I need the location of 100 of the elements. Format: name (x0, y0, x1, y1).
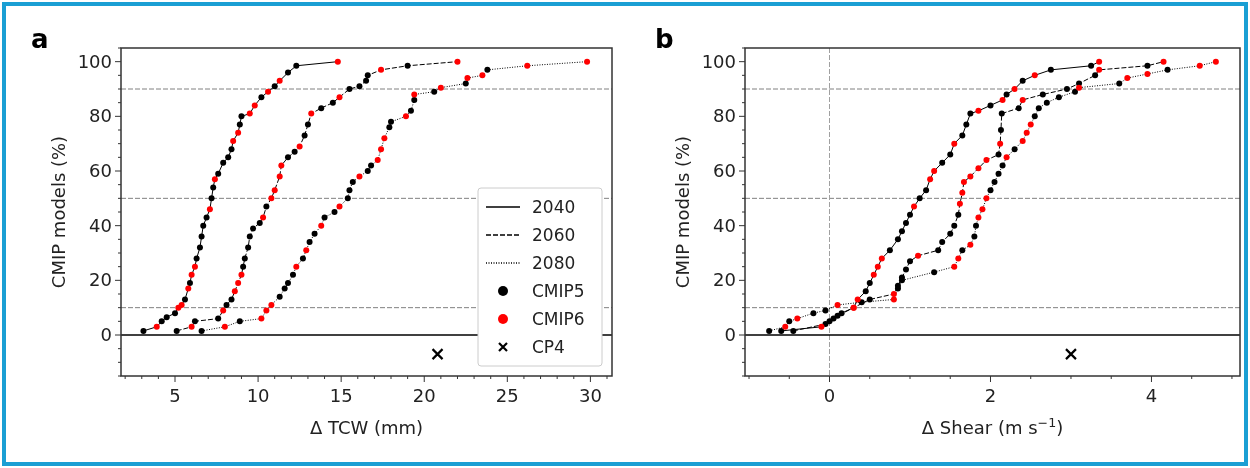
point (454, 58, 461, 65)
point (956, 200, 963, 207)
point (975, 165, 982, 172)
y-tick-label: 40 (713, 214, 736, 236)
point (206, 206, 213, 213)
y-tick-label: 80 (89, 105, 112, 127)
point (818, 323, 825, 330)
point (263, 307, 270, 314)
point (975, 214, 982, 221)
x-tick-label: 20 (412, 385, 436, 406)
y-axis-title: CMIP models (%) (672, 135, 693, 289)
point (220, 307, 227, 314)
legend-label: 2080 (532, 253, 576, 273)
point (1023, 129, 1030, 136)
point (967, 173, 974, 180)
point (303, 247, 310, 254)
point (794, 315, 801, 322)
point (874, 263, 881, 270)
point (268, 195, 275, 202)
y-axis-title: CMIP models (%) (48, 135, 69, 289)
y-tick-label: 40 (89, 214, 112, 236)
point (524, 62, 531, 69)
legend-label: CMIP5 (532, 281, 585, 301)
point (967, 241, 974, 248)
point (927, 176, 934, 183)
point (381, 135, 388, 142)
legend-label: CP4 (532, 337, 565, 357)
point (1019, 96, 1026, 103)
point (1027, 121, 1034, 128)
point (296, 143, 303, 150)
point (983, 157, 990, 164)
point (185, 285, 192, 292)
point (153, 323, 160, 330)
point (268, 301, 275, 308)
point (191, 263, 198, 270)
point (334, 58, 341, 65)
point (1096, 58, 1103, 65)
point (378, 66, 385, 73)
point (975, 107, 982, 114)
y-tick-label: 20 (89, 269, 112, 291)
point (983, 195, 990, 202)
point (221, 323, 228, 330)
x-tick-label: 10 (246, 385, 270, 406)
point (235, 280, 242, 287)
legend-label: CMIP6 (532, 309, 585, 329)
point (411, 91, 418, 98)
x-axis-title: Δ TCW (mm) (309, 417, 424, 438)
point (959, 189, 966, 196)
chart-title: b (655, 24, 674, 54)
point (1196, 62, 1203, 69)
point (464, 75, 471, 82)
y-tick-label: 0 (724, 324, 736, 345)
point (997, 140, 1004, 147)
point (1096, 66, 1103, 73)
point (1076, 84, 1083, 91)
point (1011, 86, 1018, 92)
point (293, 263, 300, 270)
point (1144, 70, 1151, 77)
point (878, 255, 885, 262)
point (231, 288, 238, 295)
x-axis-title: Δ Shear (m s$^{−1}$) (921, 414, 1064, 438)
point (951, 140, 958, 147)
point (890, 291, 897, 297)
point (911, 203, 918, 210)
point (431, 348, 444, 361)
y-tick-label: 0 (100, 324, 112, 345)
point (238, 271, 245, 278)
y-tick-label: 60 (713, 160, 736, 181)
point (265, 88, 272, 95)
point (979, 206, 986, 213)
point (479, 72, 486, 79)
x-tick-label: 15 (329, 385, 353, 406)
point (235, 129, 242, 136)
point (271, 187, 278, 194)
point (260, 214, 267, 221)
point (437, 84, 444, 91)
point (584, 58, 591, 65)
point (870, 271, 877, 278)
y-tick-label: 80 (713, 105, 736, 127)
point (1212, 58, 1219, 65)
y-tick-label: 60 (89, 160, 112, 181)
point (374, 157, 381, 164)
point (1031, 72, 1038, 79)
legend-label: 2040 (532, 197, 576, 217)
y-tick-label: 100 (701, 50, 736, 72)
point (230, 137, 237, 144)
point (276, 173, 283, 180)
point (246, 110, 253, 117)
x-tick-label: 0 (823, 385, 836, 406)
legend-label: 2060 (532, 225, 576, 245)
x-tick-label: 30 (578, 385, 602, 406)
point (782, 323, 789, 330)
chart-title: a (31, 24, 49, 54)
point (378, 146, 385, 153)
point (834, 301, 841, 308)
point (276, 77, 283, 84)
point (1003, 154, 1010, 161)
point (211, 176, 218, 183)
point (951, 263, 958, 270)
point (251, 102, 258, 109)
